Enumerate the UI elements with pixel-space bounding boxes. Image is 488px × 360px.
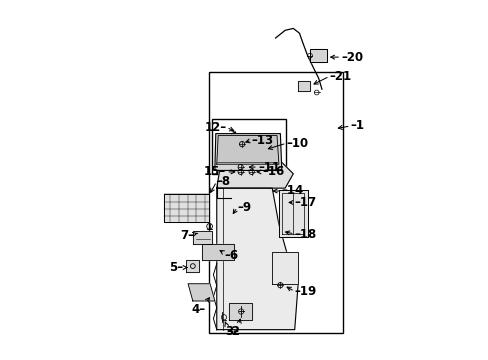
Polygon shape — [186, 260, 199, 272]
Polygon shape — [272, 252, 298, 284]
Text: –10: –10 — [286, 137, 308, 150]
Text: 3–: 3– — [224, 325, 238, 338]
Text: 15–: 15– — [203, 165, 226, 178]
Text: –21: –21 — [329, 70, 351, 83]
Text: –9: –9 — [237, 201, 251, 214]
Polygon shape — [216, 135, 278, 164]
Text: –18: –18 — [294, 228, 316, 240]
Polygon shape — [310, 49, 326, 62]
Text: –19: –19 — [294, 285, 316, 298]
Polygon shape — [214, 134, 281, 170]
Text: –13: –13 — [251, 134, 273, 147]
Polygon shape — [298, 81, 310, 91]
Text: 12–: 12– — [204, 121, 226, 134]
Polygon shape — [216, 150, 293, 188]
Polygon shape — [202, 244, 233, 260]
Text: 5–: 5– — [169, 261, 183, 274]
Text: –20: –20 — [341, 51, 363, 64]
Polygon shape — [278, 190, 307, 237]
Polygon shape — [164, 194, 208, 222]
Text: –11: –11 — [257, 161, 280, 174]
Text: –2: –2 — [226, 325, 240, 338]
Text: 4–: 4– — [191, 303, 205, 316]
Polygon shape — [216, 188, 298, 330]
Text: –8: –8 — [216, 175, 230, 188]
Text: –6: –6 — [224, 248, 238, 262]
Bar — [208, 72, 343, 333]
Polygon shape — [188, 284, 214, 301]
Polygon shape — [192, 231, 212, 244]
Text: –17: –17 — [294, 196, 316, 209]
Polygon shape — [229, 303, 251, 320]
Bar — [212, 119, 285, 174]
Text: –16: –16 — [262, 165, 285, 178]
Text: 7–: 7– — [180, 229, 194, 242]
Text: –14: –14 — [281, 184, 304, 198]
Text: –1: –1 — [350, 120, 364, 132]
